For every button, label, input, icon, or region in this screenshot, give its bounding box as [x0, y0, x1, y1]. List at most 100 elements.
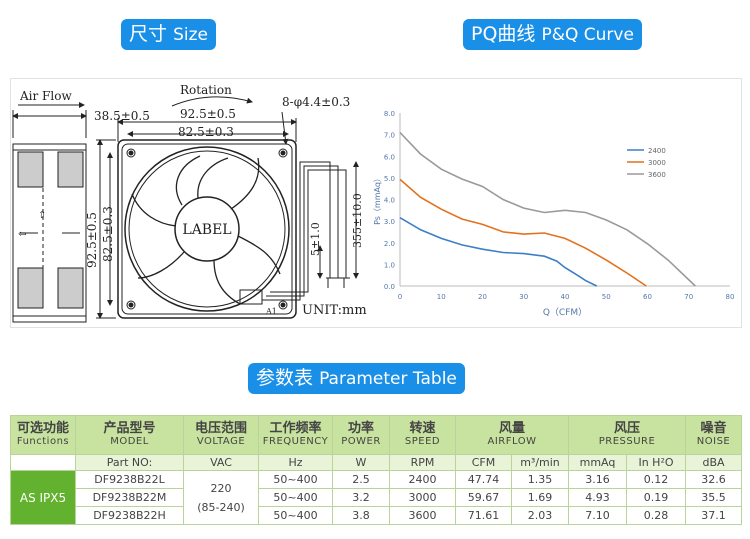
size-section-header: 尺寸 Size [121, 19, 216, 50]
frequency-cell: 50~400 [258, 506, 333, 525]
header-frequency: 工作频率 FREQUENCY [258, 415, 333, 455]
legend-label-3000: 3000 [648, 159, 666, 167]
side-arrow-up: ⇧ [38, 210, 46, 221]
unit-rpm: RPM [389, 454, 456, 471]
fan-dimension-drawing: Air Flow ⇦ ⇧ 38.5±0.5 Rotation 8-φ4.4±0.… [12, 83, 367, 323]
table-row: AS IPX5 DF9238B22L 220 (85-240) 50~400 2.… [10, 470, 743, 525]
speed-cell: 3600 [389, 506, 456, 525]
unit-hz: Hz [258, 454, 333, 471]
width-hole-dimension: 82.5±0.3 [178, 125, 234, 139]
table-row: DF9238B22M 50~400 3.2 3000 59.67 1.69 4.… [11, 488, 743, 507]
fan-label: LABEL [182, 222, 231, 238]
m3min-cell: 2.03 [511, 506, 569, 525]
cfm-cell: 59.67 [455, 488, 512, 507]
header-power: 功率 POWER [332, 415, 390, 455]
side-arrow-left: ⇦ [18, 229, 26, 240]
power-cell: 2.5 [332, 470, 390, 489]
model-cell: DF9238B22L [75, 470, 184, 489]
model-cell: DF9238B22H [75, 506, 184, 525]
series-line-2400 [399, 217, 598, 287]
x-tick-label: 50 [602, 293, 611, 301]
table-header-row: 可选功能 Functions 产品型号 MODEL 电压范围 VOLTAGE 工作频率… [10, 415, 743, 455]
y-tick-label: 6.0 [384, 153, 395, 161]
inh2o-cell: 0.28 [625, 506, 687, 525]
rotation-label: Rotation [180, 83, 232, 97]
x-tick-label: 60 [643, 293, 652, 301]
pq-curve-chart: 0 10 20 30 40 50 60 70 80 0.0 1.0 2.0 3.0 4.0 5.0 6.0 7.… [373, 110, 735, 318]
header-speed: 转速 SPEED [389, 415, 456, 455]
power-cell: 3.8 [332, 506, 390, 525]
inh2o-cell: 0.12 [625, 470, 687, 489]
param-header-en: Parameter Table [319, 369, 457, 389]
unit-part-no: Part NO: [75, 454, 184, 471]
x-tick-label: 40 [561, 293, 570, 301]
mmaq-cell: 3.16 [568, 470, 627, 489]
speed-cell: 2400 [389, 470, 456, 489]
function-cell: AS IPX5 [10, 470, 76, 525]
m3min-cell: 1.69 [511, 488, 569, 507]
noise-cell: 35.5 [685, 488, 743, 507]
inh2o-cell: 0.19 [625, 488, 687, 507]
voltage-cell: 220 (85-240) [183, 470, 259, 525]
y-tick-label: 1.0 [384, 261, 395, 269]
x-tick-label: 80 [726, 293, 735, 301]
x-tick-label: 70 [684, 293, 693, 301]
size-header-en: Size [173, 25, 208, 45]
air-flow-label: Air Flow [19, 89, 72, 103]
parameter-table-section-header: 参数表 Parameter Table [248, 363, 465, 394]
size-header-zh: 尺寸 [129, 23, 168, 45]
cable-length-dimension: 355±10.0 [351, 193, 364, 248]
y-tick-label: 3.0 [384, 218, 395, 226]
unit-vac: VAC [183, 454, 259, 471]
mmaq-cell: 4.93 [568, 488, 627, 507]
header-pressure: 风压 PRESSURE [567, 415, 687, 455]
unit-mmaq: mmAq [568, 454, 627, 471]
cfm-cell: 71.61 [455, 506, 512, 525]
unit-dba: dBA [685, 454, 743, 471]
m3min-cell: 1.35 [511, 470, 569, 489]
width-outer-dimension: 92.5±0.5 [180, 107, 236, 121]
height-hole-dimension: 82.5±0.3 [101, 206, 115, 262]
header-functions: 可选功能 Functions [10, 415, 76, 455]
header-voltage: 电压范围 VOLTAGE [183, 415, 259, 455]
y-tick-label: 0.0 [384, 283, 395, 291]
cfm-cell: 47.74 [455, 470, 512, 489]
power-cell: 3.2 [332, 488, 390, 507]
unit-cfm: CFM [455, 454, 512, 471]
unit-inh2o: In H²O [625, 454, 687, 471]
pq-curve-section-header: PQ曲线 P&Q Curve [463, 19, 642, 50]
noise-cell: 37.1 [685, 506, 743, 525]
unit-m3min: m³/min [511, 454, 569, 471]
depth-dimension: 38.5±0.5 [94, 109, 150, 123]
frequency-cell: 50~400 [258, 488, 333, 507]
header-airflow: 风量 AIRFLOW [455, 415, 569, 455]
pq-header-zh: PQ曲线 [471, 23, 536, 45]
series-line-3600 [399, 131, 696, 287]
unit-label: UNIT:mm [302, 303, 367, 318]
y-tick-label: 7.0 [384, 132, 395, 140]
y-tick-label: 2.0 [384, 240, 395, 248]
pq-header-en: P&Q Curve [541, 25, 634, 45]
noise-cell: 32.6 [685, 470, 743, 489]
unit-w: W [332, 454, 390, 471]
y-tick-label: 5.0 [384, 175, 395, 183]
legend-label-3600: 3600 [648, 171, 666, 179]
y-tick-label: 4.0 [384, 197, 395, 205]
x-tick-label: 0 [398, 293, 402, 301]
rotation-arrow [171, 96, 253, 107]
pin-marker: A1 [265, 307, 277, 316]
frequency-cell: 50~400 [258, 470, 333, 489]
x-axis-label: Q（CFM） [543, 307, 587, 318]
header-model: 产品型号 MODEL [75, 415, 184, 455]
x-tick-label: 30 [519, 293, 528, 301]
fan-front-view [117, 139, 297, 319]
mmaq-cell: 7.10 [568, 506, 627, 525]
legend-label-2400: 2400 [648, 147, 666, 155]
y-axis-label: Ps（mmAq） [373, 174, 382, 225]
table-row: DF9238B22H 50~400 3.8 3600 71.61 2.03 7.… [11, 506, 743, 525]
hole-spec: 8-φ4.4±0.3 [282, 95, 350, 109]
model-cell: DF9238B22M [75, 488, 184, 507]
lead-strip-dimension: 5±1.0 [309, 222, 322, 256]
parameter-table: 可选功能 Functions 产品型号 MODEL 电压范围 VOLTAGE 工作频率… [10, 415, 743, 525]
height-outer-dimension: 92.5±0.5 [85, 212, 99, 268]
